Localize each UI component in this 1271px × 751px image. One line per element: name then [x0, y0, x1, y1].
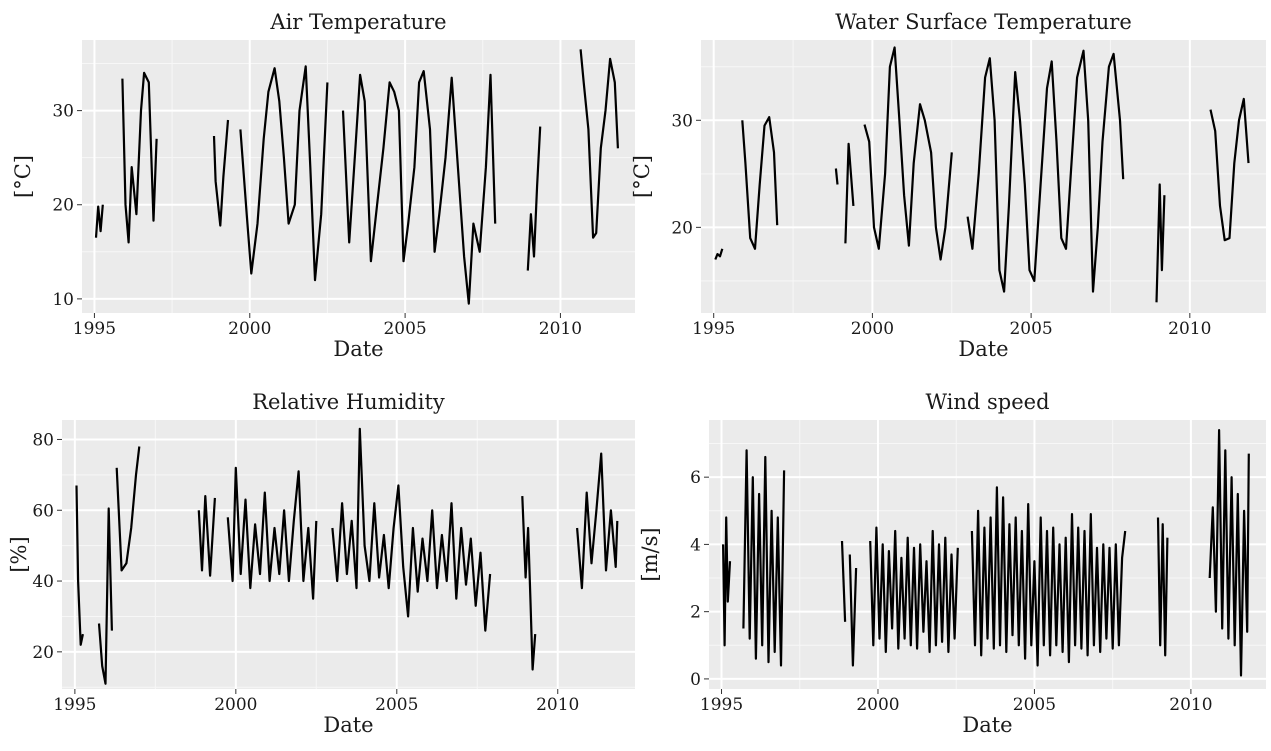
series-segment-2: [741, 115, 779, 250]
y-tick-label: 0: [690, 670, 701, 690]
x-tick-label: 2000: [214, 695, 257, 715]
x-axis-label: Date: [958, 337, 1008, 361]
chart-title: Water Surface Temperature: [835, 10, 1132, 34]
x-tick-label: 2010: [536, 695, 579, 715]
series-segment-5: [869, 526, 959, 654]
series-segment-4: [844, 142, 855, 244]
y-tick-label: 4: [690, 535, 701, 555]
series-segment-1: [94, 204, 104, 238]
series-segment-8: [1208, 429, 1250, 677]
series-segment-7: [579, 49, 619, 239]
chart-title: Wind speed: [925, 390, 1049, 414]
panel-4: 1995 2000 2005 2010 0 2 4 6 Wind speed Date [m/s]: [638, 390, 1266, 737]
y-tick-label: 20: [32, 643, 54, 663]
y-tick-label: 10: [52, 290, 74, 310]
y-tick-label: 20: [52, 196, 74, 216]
y-tick-label: 80: [32, 430, 54, 450]
y-tick-label: 2: [690, 603, 701, 623]
y-tick-label: 40: [32, 572, 54, 592]
y-axis-label: [m/s]: [638, 527, 662, 581]
x-tick-label: 2010: [1169, 695, 1212, 715]
y-tick-label: 30: [52, 102, 74, 122]
series-segment-2: [97, 507, 113, 685]
x-tick-label: 2010: [539, 319, 582, 339]
x-tick-label: 2000: [851, 319, 894, 339]
series-segment-6: [331, 427, 492, 632]
series-segment-6: [970, 486, 1127, 667]
chart-title: Relative Humidity: [252, 390, 445, 414]
x-tick-label: 1995: [700, 695, 743, 715]
series-segment-5: [863, 46, 953, 261]
chart-title: Air Temperature: [269, 10, 446, 34]
y-axis-label: [%]: [7, 536, 31, 572]
series-segment-8: [576, 452, 619, 590]
series-segment-3: [212, 119, 230, 227]
y-tick-label: 30: [671, 111, 693, 131]
x-tick-label: 2000: [228, 319, 271, 339]
x-axis-label: Date: [323, 713, 373, 737]
y-axis-label: [°C]: [630, 155, 654, 198]
x-axis-label: Date: [333, 337, 383, 361]
series-segment-5: [226, 466, 318, 600]
y-tick-label: 60: [32, 501, 54, 521]
series-segment-1: [75, 485, 84, 646]
x-tick-label: 1995: [53, 695, 96, 715]
series-segment-3: [115, 446, 141, 572]
series-segment-6: [966, 49, 1125, 293]
y-tick-label: 20: [671, 218, 693, 238]
panel-2: 1995 2000 2005 2010 20 30 Water Surface Temper…: [630, 10, 1266, 361]
y-tick-label: 6: [690, 468, 701, 488]
y-axis-label: [°C]: [11, 155, 35, 198]
series-segment-3: [840, 540, 847, 622]
x-tick-label: 2010: [1168, 319, 1211, 339]
series-segment-4: [848, 554, 858, 667]
x-tick-label: 1995: [692, 319, 735, 339]
series-segment-7: [521, 496, 537, 671]
series-segment-2: [742, 449, 786, 667]
series-segment-6: [526, 126, 542, 271]
x-tick-label: 1995: [73, 319, 116, 339]
series-segment-4: [239, 65, 329, 282]
series-segment-3: [834, 168, 839, 185]
x-tick-label: 2005: [383, 319, 426, 339]
x-axis-label: Date: [962, 713, 1012, 737]
series-segment-1: [714, 248, 724, 260]
series-segment-2: [121, 71, 158, 244]
plot-background: [709, 420, 1266, 689]
series-segment-4: [197, 495, 216, 577]
x-tick-label: 2005: [1013, 695, 1056, 715]
series-segment-7: [1155, 183, 1166, 303]
plot-background: [82, 40, 635, 313]
series-segment-5: [341, 69, 497, 305]
series-segment-1: [722, 516, 732, 647]
series-segment-7: [1156, 517, 1169, 657]
x-tick-label: 2000: [856, 695, 899, 715]
panel-3: 1995 2000 2005 2010 20 40 60 80 Relative Humidit…: [7, 390, 635, 737]
series-segment-8: [1209, 97, 1250, 242]
x-tick-label: 2005: [1009, 319, 1052, 339]
x-tick-label: 2005: [375, 695, 418, 715]
plot-background: [701, 40, 1266, 313]
